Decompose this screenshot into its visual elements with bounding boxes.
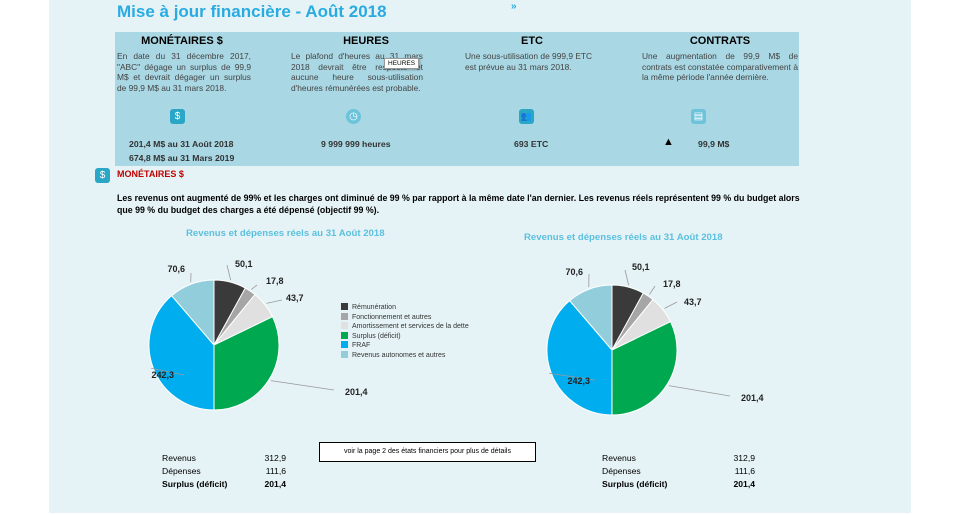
summary-text-heures: Le plafond d'heures au 31 mars 2018 devr… (291, 51, 423, 93)
legend-item: Amortissement et services de la dette (341, 322, 469, 330)
pie-slice (213, 316, 280, 411)
totals-left-depenses-value: 111,6 (265, 466, 286, 476)
pie-data-label: 70,6 (167, 264, 185, 274)
page-title: Mise à jour financière - Août 2018 (117, 2, 387, 21)
legend-label: Fonctionnement et autres (352, 313, 432, 321)
summary-heading-contrats: CONTRATS (689, 35, 751, 47)
totals-right-surplus-value: 201,4 (733, 479, 755, 489)
pie-data-label: 17,8 (266, 276, 284, 286)
summary-text-contrats: Une augmentation de 99,9 M$ de contrats … (642, 51, 798, 82)
totals-left-revenus-value: 312,9 (264, 453, 286, 463)
totals-right-revenus-value: 312,9 (733, 453, 755, 463)
legend-swatch (341, 350, 348, 358)
legend-swatch (341, 312, 348, 320)
legend-swatch (341, 331, 348, 339)
pie-leader-line (226, 264, 232, 281)
people-icon: 👥 (519, 109, 534, 124)
kpi-monetaires-forecast: 674,8 M$ au 31 Mars 2019 (129, 153, 235, 163)
summary-heading-etc: ETC (521, 35, 543, 47)
pie-leader-line (649, 285, 656, 295)
summary-heading-heures: HEURES (343, 35, 389, 47)
pie-data-label: 242,3 (151, 370, 174, 380)
pie-slice (170, 279, 215, 347)
pie-leader-line (151, 367, 185, 376)
pie-data-label: 17,8 (663, 279, 681, 289)
totals-right-surplus-label: Surplus (déficit) (602, 479, 668, 489)
details-link-button[interactable]: voir la page 2 des états financiers pour… (319, 442, 536, 462)
legend-label: FRAF (352, 342, 371, 349)
pie-slice (568, 284, 613, 352)
kpi-heures-value: 9 999 999 heures (321, 139, 391, 149)
summary-heading-monetaires: MONÉTAIRES $ (141, 35, 223, 47)
legend-swatch (341, 303, 348, 310)
legend-item: Rémunération (341, 303, 396, 311)
pie-leader-line (251, 284, 258, 290)
pie-leader-line (624, 269, 630, 286)
totals-right-revenus-label: Revenus (602, 453, 636, 463)
totals-right-depenses-label: Dépenses (602, 466, 641, 476)
pie-chart-left: 50,1 17,843,7 201,4 242,3 70,6 (148, 259, 368, 411)
totals-left-revenus-label: Revenus (162, 453, 196, 463)
pie-data-label: 50,1 (235, 259, 253, 269)
legend-label: Revenus autonomes et autres (352, 351, 446, 359)
pie-data-label: 242,3 (567, 376, 590, 386)
totals-left-surplus-label: Surplus (déficit) (162, 479, 228, 489)
section-description: Les revenus ont augmenté de 99% et les c… (117, 193, 800, 215)
document-icon: ▤ (691, 109, 706, 124)
pie-data-label: 70,6 (565, 267, 583, 277)
kpi-etc-value: 693 ETC (514, 139, 549, 149)
chart-title-right: Revenus et dépenses réels au 31 Août 201… (524, 232, 723, 243)
pie-leader-line (266, 299, 283, 304)
summary-panel: MONÉTAIRES $ En date du 31 décembre 2017… (115, 32, 799, 166)
kpi-monetaires-current: 201,4 M$ au 31 Août 2018 (129, 139, 234, 149)
totals-left-depenses-label: Dépenses (162, 466, 201, 476)
pie-data-label: 50,1 (632, 262, 650, 272)
pie-slice (148, 294, 215, 411)
up-arrow-icon: ▲ (663, 136, 674, 148)
legend-label: Surplus (déficit) (352, 332, 401, 340)
pie-leader-line (549, 372, 596, 381)
pie-data-label: 43,7 (286, 293, 304, 303)
legend-item: Surplus (déficit) (341, 331, 401, 340)
pie-leader-line (664, 301, 678, 309)
chart-title-left: Revenus et dépenses réels au 31 Août 201… (186, 228, 385, 239)
pie-chart-right: 50,1 17,843,7 201,4 242,3 70,6 (546, 262, 764, 416)
pie-leader-line (270, 380, 335, 391)
legend-item: FRAF (341, 341, 370, 349)
money-bag-icon: $ (170, 109, 185, 124)
legend-swatch (341, 341, 348, 348)
legend-label: Rémunération (352, 304, 396, 311)
legend-swatch (341, 322, 348, 329)
dashboard-page: Mise à jour financière - Août 2018 » MON… (49, 0, 911, 513)
totals-left-surplus-value: 201,4 (264, 479, 286, 489)
legend-label: Amortissement et services de la dette (352, 323, 469, 330)
section-title: MONÉTAIRES $ (117, 169, 184, 179)
legend-item: Revenus autonomes et autres (341, 350, 446, 359)
summary-text-monetaires: En date du 31 décembre 2017, "ABC" dégag… (117, 51, 251, 93)
pie-slice (611, 321, 678, 416)
pie-leader-line (668, 385, 731, 397)
summary-text-etc: Une sous-utilisation de 999,9 ETC est pr… (465, 51, 593, 72)
pie-data-label: 43,7 (684, 297, 702, 307)
next-page-arrow[interactable]: » (511, 1, 517, 12)
pie-data-label: 201,4 (741, 393, 764, 403)
chart-legend: Rémunération Fonctionnement et autres Amor… (341, 303, 531, 363)
tooltip-heures: HEURES (384, 58, 420, 69)
pie-slice (546, 299, 613, 416)
legend-item: Fonctionnement et autres (341, 312, 432, 321)
kpi-contrats-value: 99,9 M$ (698, 139, 730, 149)
pie-data-label: 201,4 (345, 387, 368, 397)
money-bag-icon: $ (95, 168, 110, 183)
clock-icon: ◷ (346, 109, 361, 124)
totals-right-depenses-value: 111,6 (734, 466, 755, 476)
